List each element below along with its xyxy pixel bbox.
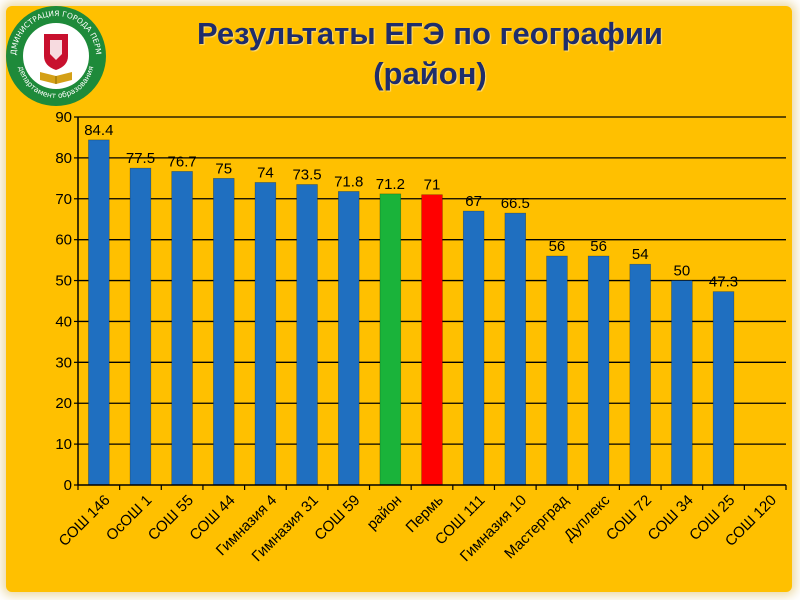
chart-bars — [88, 139, 735, 486]
x-tick-label: СОШ 55 — [145, 492, 197, 544]
bar-value-label: 50 — [674, 263, 691, 280]
bar-value-label: 71.2 — [376, 176, 405, 193]
x-tick-label: район — [364, 492, 406, 534]
bar-value-label: 73.5 — [292, 166, 321, 183]
x-tick-label: СОШ 34 — [645, 492, 697, 544]
y-tick-label: 10 — [55, 436, 72, 453]
bar — [337, 191, 360, 486]
bar — [129, 167, 152, 486]
x-tick-label: СОШ 72 — [603, 492, 655, 544]
slide-title-line-2: (район) — [373, 56, 487, 91]
bar-value-label: 77.5 — [126, 150, 155, 167]
slide-title-line-1: Результаты ЕГЭ по географии — [197, 16, 663, 51]
bar-value-label: 54 — [632, 246, 649, 263]
bar — [671, 280, 693, 486]
bar-value-labels: 84.4 77.5 76.7 75 74 73.5 71.8 71.2 71 67 66.5 56 56… — [84, 122, 738, 291]
bar — [213, 178, 235, 486]
y-tick-label: 30 — [55, 354, 72, 371]
x-tick-label: СОШ 59 — [311, 492, 363, 544]
bar — [504, 212, 527, 486]
y-axis-tick-labels: 0 10 20 30 40 50 60 70 80 90 — [55, 109, 72, 494]
bar-value-label: 75 — [215, 160, 232, 177]
chart-axes — [74, 116, 787, 490]
bar — [88, 139, 110, 486]
bar — [629, 263, 651, 486]
bar-value-label: 71.8 — [334, 173, 363, 190]
x-tick-label: Дуплекс — [561, 491, 614, 544]
bar-value-label: 56 — [549, 238, 566, 255]
bar-value-label: 56 — [590, 238, 607, 255]
x-tick-label: СОШ 146 — [56, 492, 114, 550]
y-tick-label: 60 — [55, 232, 72, 249]
bar — [462, 210, 485, 486]
bar — [546, 255, 568, 486]
bar — [254, 182, 277, 486]
bar-value-label: 74 — [257, 164, 274, 181]
x-tick-label: ОсОШ 1 — [103, 492, 155, 544]
bar — [379, 193, 402, 486]
bar — [712, 291, 735, 486]
y-tick-label: 20 — [55, 395, 72, 412]
bar-value-label: 71 — [424, 177, 441, 194]
bar — [171, 171, 193, 486]
y-tick-label: 70 — [55, 191, 72, 208]
bar-value-label: 67 — [465, 193, 482, 210]
bar-value-label: 84.4 — [84, 122, 113, 139]
bar-value-label: 66.5 — [501, 195, 530, 212]
bar-value-label: 76.7 — [168, 153, 197, 170]
bar — [421, 194, 443, 486]
slide-title: Результаты ЕГЭ по географии (район) — [150, 14, 710, 94]
y-tick-label: 40 — [55, 313, 72, 330]
y-tick-label: 80 — [55, 150, 72, 167]
city-emblem-logo: АДМИНИСТРАЦИЯ ГОРОДА ПЕРМИ департамент о… — [4, 4, 106, 106]
y-tick-label: 0 — [64, 477, 72, 494]
bar — [296, 184, 318, 486]
bar-value-label: 47.3 — [709, 274, 738, 291]
y-tick-label: 90 — [55, 109, 72, 126]
logo-shield-emblem — [50, 40, 62, 60]
y-tick-label: 50 — [55, 273, 72, 290]
bar — [587, 255, 610, 486]
